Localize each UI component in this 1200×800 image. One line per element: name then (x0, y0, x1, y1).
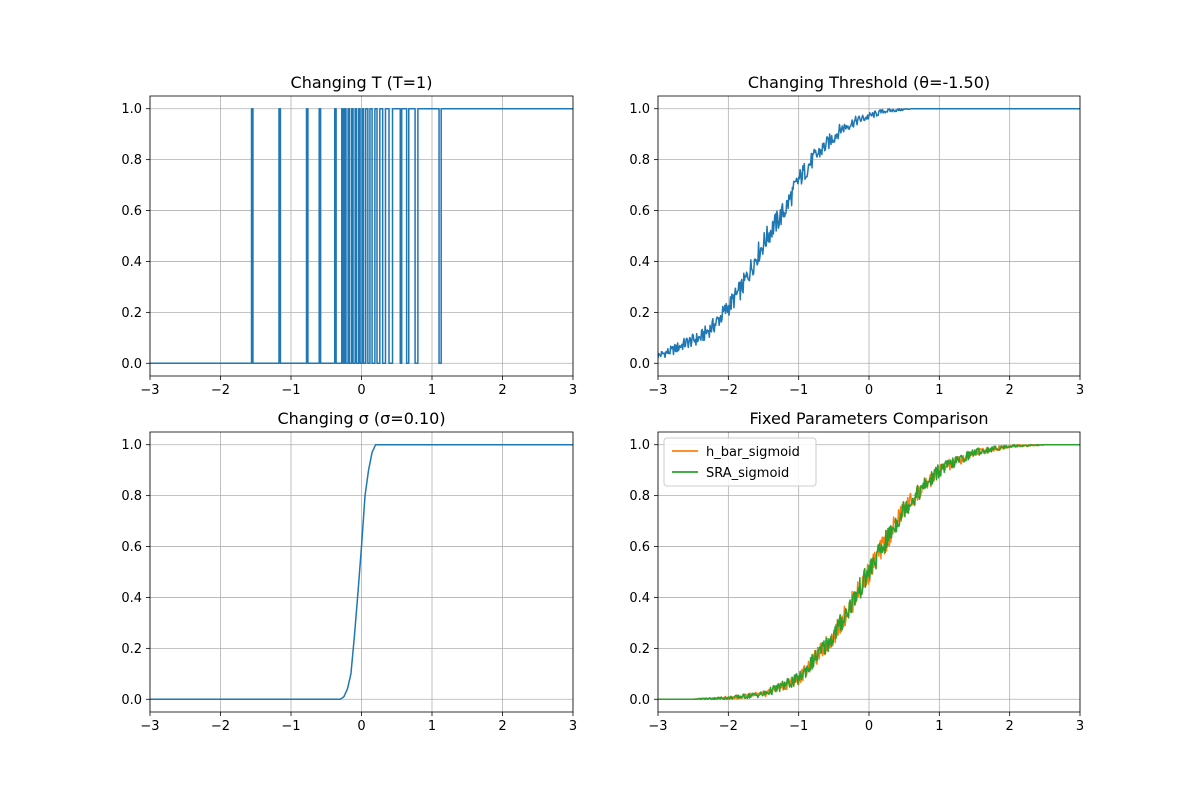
y-tick-label: 0.8 (121, 489, 142, 504)
x-tick-label: 3 (1076, 383, 1084, 398)
y-tick-label: 1.0 (629, 438, 650, 453)
chart-panel-1: −3 −2 −1 0 1 2 3 0.0 0.2 0.4 0.6 0.8 1.0 Changing T (… (121, 73, 577, 398)
x-tick-label: −2 (211, 719, 230, 734)
y-tick-label: 0.8 (629, 489, 650, 504)
series-line-series-1 (658, 107, 1080, 359)
x-tick-label: −2 (211, 383, 230, 398)
x-tick-label: −3 (648, 383, 667, 398)
y-tick-label: 1.0 (121, 102, 142, 117)
y-tick-label: 0.2 (629, 642, 650, 657)
y-tick-label: 1.0 (121, 438, 142, 453)
legend-box (663, 437, 817, 487)
legend-label: SRA_sigmoid (706, 466, 789, 481)
x-tick-label: 0 (865, 719, 873, 734)
x-tick-label: 1 (428, 719, 436, 734)
x-tick-label: −3 (140, 719, 159, 734)
y-tick-label: 0.6 (629, 204, 650, 219)
series-line-SRA_sigmoid (658, 443, 1080, 701)
y-tick-label: 0.2 (121, 642, 142, 657)
y-tick-label: 0.8 (121, 153, 142, 168)
chart-title: Fixed Parameters Comparison (749, 409, 988, 428)
chart-title: Changing σ (σ=0.10) (277, 409, 445, 428)
x-tick-label: 0 (357, 383, 365, 398)
x-tick-label: −3 (648, 719, 667, 734)
y-tick-label: 0.0 (121, 357, 142, 372)
y-tick-label: 0.6 (629, 540, 650, 555)
x-tick-label: 2 (498, 719, 506, 734)
y-tick-label: 0.0 (629, 693, 650, 708)
x-tick-label: 2 (1006, 383, 1014, 398)
y-tick-label: 0.0 (121, 693, 142, 708)
x-tick-label: −2 (719, 383, 738, 398)
y-tick-label: 0.4 (629, 591, 650, 606)
chart-panel-4: −3 −2 −1 0 1 2 3 0.0 0.2 0.4 0.6 0.8 1.0 Fixed Parame… (629, 409, 1084, 734)
chart-title: Changing Threshold (θ=-1.50) (748, 73, 990, 92)
x-tick-label: −2 (719, 719, 738, 734)
x-tick-label: 0 (357, 719, 365, 734)
x-tick-label: 1 (935, 719, 943, 734)
x-tick-label: 3 (1076, 719, 1084, 734)
y-tick-label: 0.6 (121, 540, 142, 555)
x-tick-label: −3 (140, 383, 159, 398)
y-tick-label: 1.0 (629, 102, 650, 117)
x-tick-label: −1 (281, 383, 300, 398)
legend: h_bar_sigmoid SRA_sigmoid (663, 437, 817, 487)
x-tick-label: 3 (569, 719, 577, 734)
x-tick-label: −1 (281, 719, 300, 734)
y-tick-label: 0.4 (121, 591, 142, 606)
y-tick-label: 0.2 (629, 306, 650, 321)
y-tick-label: 0.2 (121, 306, 142, 321)
y-tick-label: 0.0 (629, 357, 650, 372)
chart-title: Changing T (T=1) (291, 73, 433, 92)
x-tick-label: −1 (789, 383, 808, 398)
y-tick-label: 0.8 (629, 153, 650, 168)
x-tick-label: 2 (1006, 719, 1014, 734)
chart-panel-3: −3 −2 −1 0 1 2 3 0.0 0.2 0.4 0.6 0.8 1.0 Changing σ (… (121, 409, 577, 734)
x-tick-label: 2 (498, 383, 506, 398)
series-line-series-1 (150, 443, 573, 701)
legend-label: h_bar_sigmoid (706, 445, 800, 460)
chart-panel-2: −3 −2 −1 0 1 2 3 0.0 0.2 0.4 0.6 0.8 1.0 Changing Thr… (629, 73, 1084, 398)
x-tick-label: −1 (789, 719, 808, 734)
y-tick-label: 0.4 (121, 255, 142, 270)
x-tick-label: 0 (865, 383, 873, 398)
x-tick-label: 3 (569, 383, 577, 398)
y-tick-label: 0.6 (121, 204, 142, 219)
y-tick-label: 0.4 (629, 255, 650, 270)
x-tick-label: 1 (428, 383, 436, 398)
series-line-series-1 (150, 107, 573, 365)
x-tick-label: 1 (935, 383, 943, 398)
